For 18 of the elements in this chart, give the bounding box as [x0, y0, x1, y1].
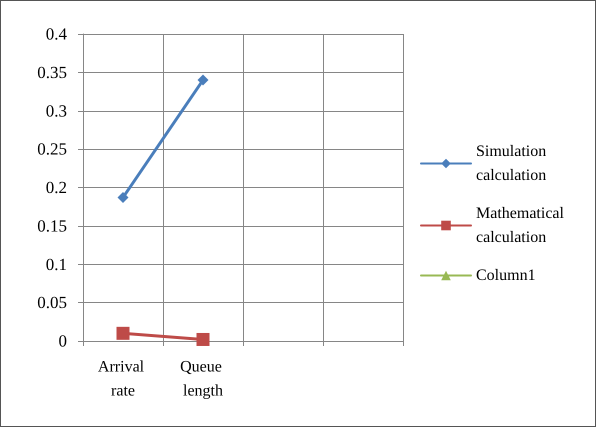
y-tick-label: 0.15 [37, 216, 67, 236]
y-tick-label: 0.4 [46, 24, 68, 44]
x-tick-label: Queue length [180, 358, 226, 400]
legend-label: Column1 [476, 267, 536, 284]
point [198, 74, 208, 86]
point [118, 192, 128, 203]
point [116, 326, 130, 340]
x-tick-label: Arrival rate [98, 358, 148, 400]
legend-label: Simulation calculation [476, 143, 550, 184]
y-tick-label: 0.25 [37, 140, 67, 159]
y-tick-label: 0.2 [46, 178, 67, 197]
legend-label: Mathematical calculation [476, 205, 568, 246]
y-tick-label: 0.35 [37, 62, 67, 82]
y-tick-label: 0.05 [37, 293, 67, 312]
y-tick-label: 0 [58, 332, 67, 350]
y-tick-label: 0.3 [46, 101, 67, 120]
point [196, 332, 210, 346]
y-tick-label: 0.1 [46, 254, 67, 274]
